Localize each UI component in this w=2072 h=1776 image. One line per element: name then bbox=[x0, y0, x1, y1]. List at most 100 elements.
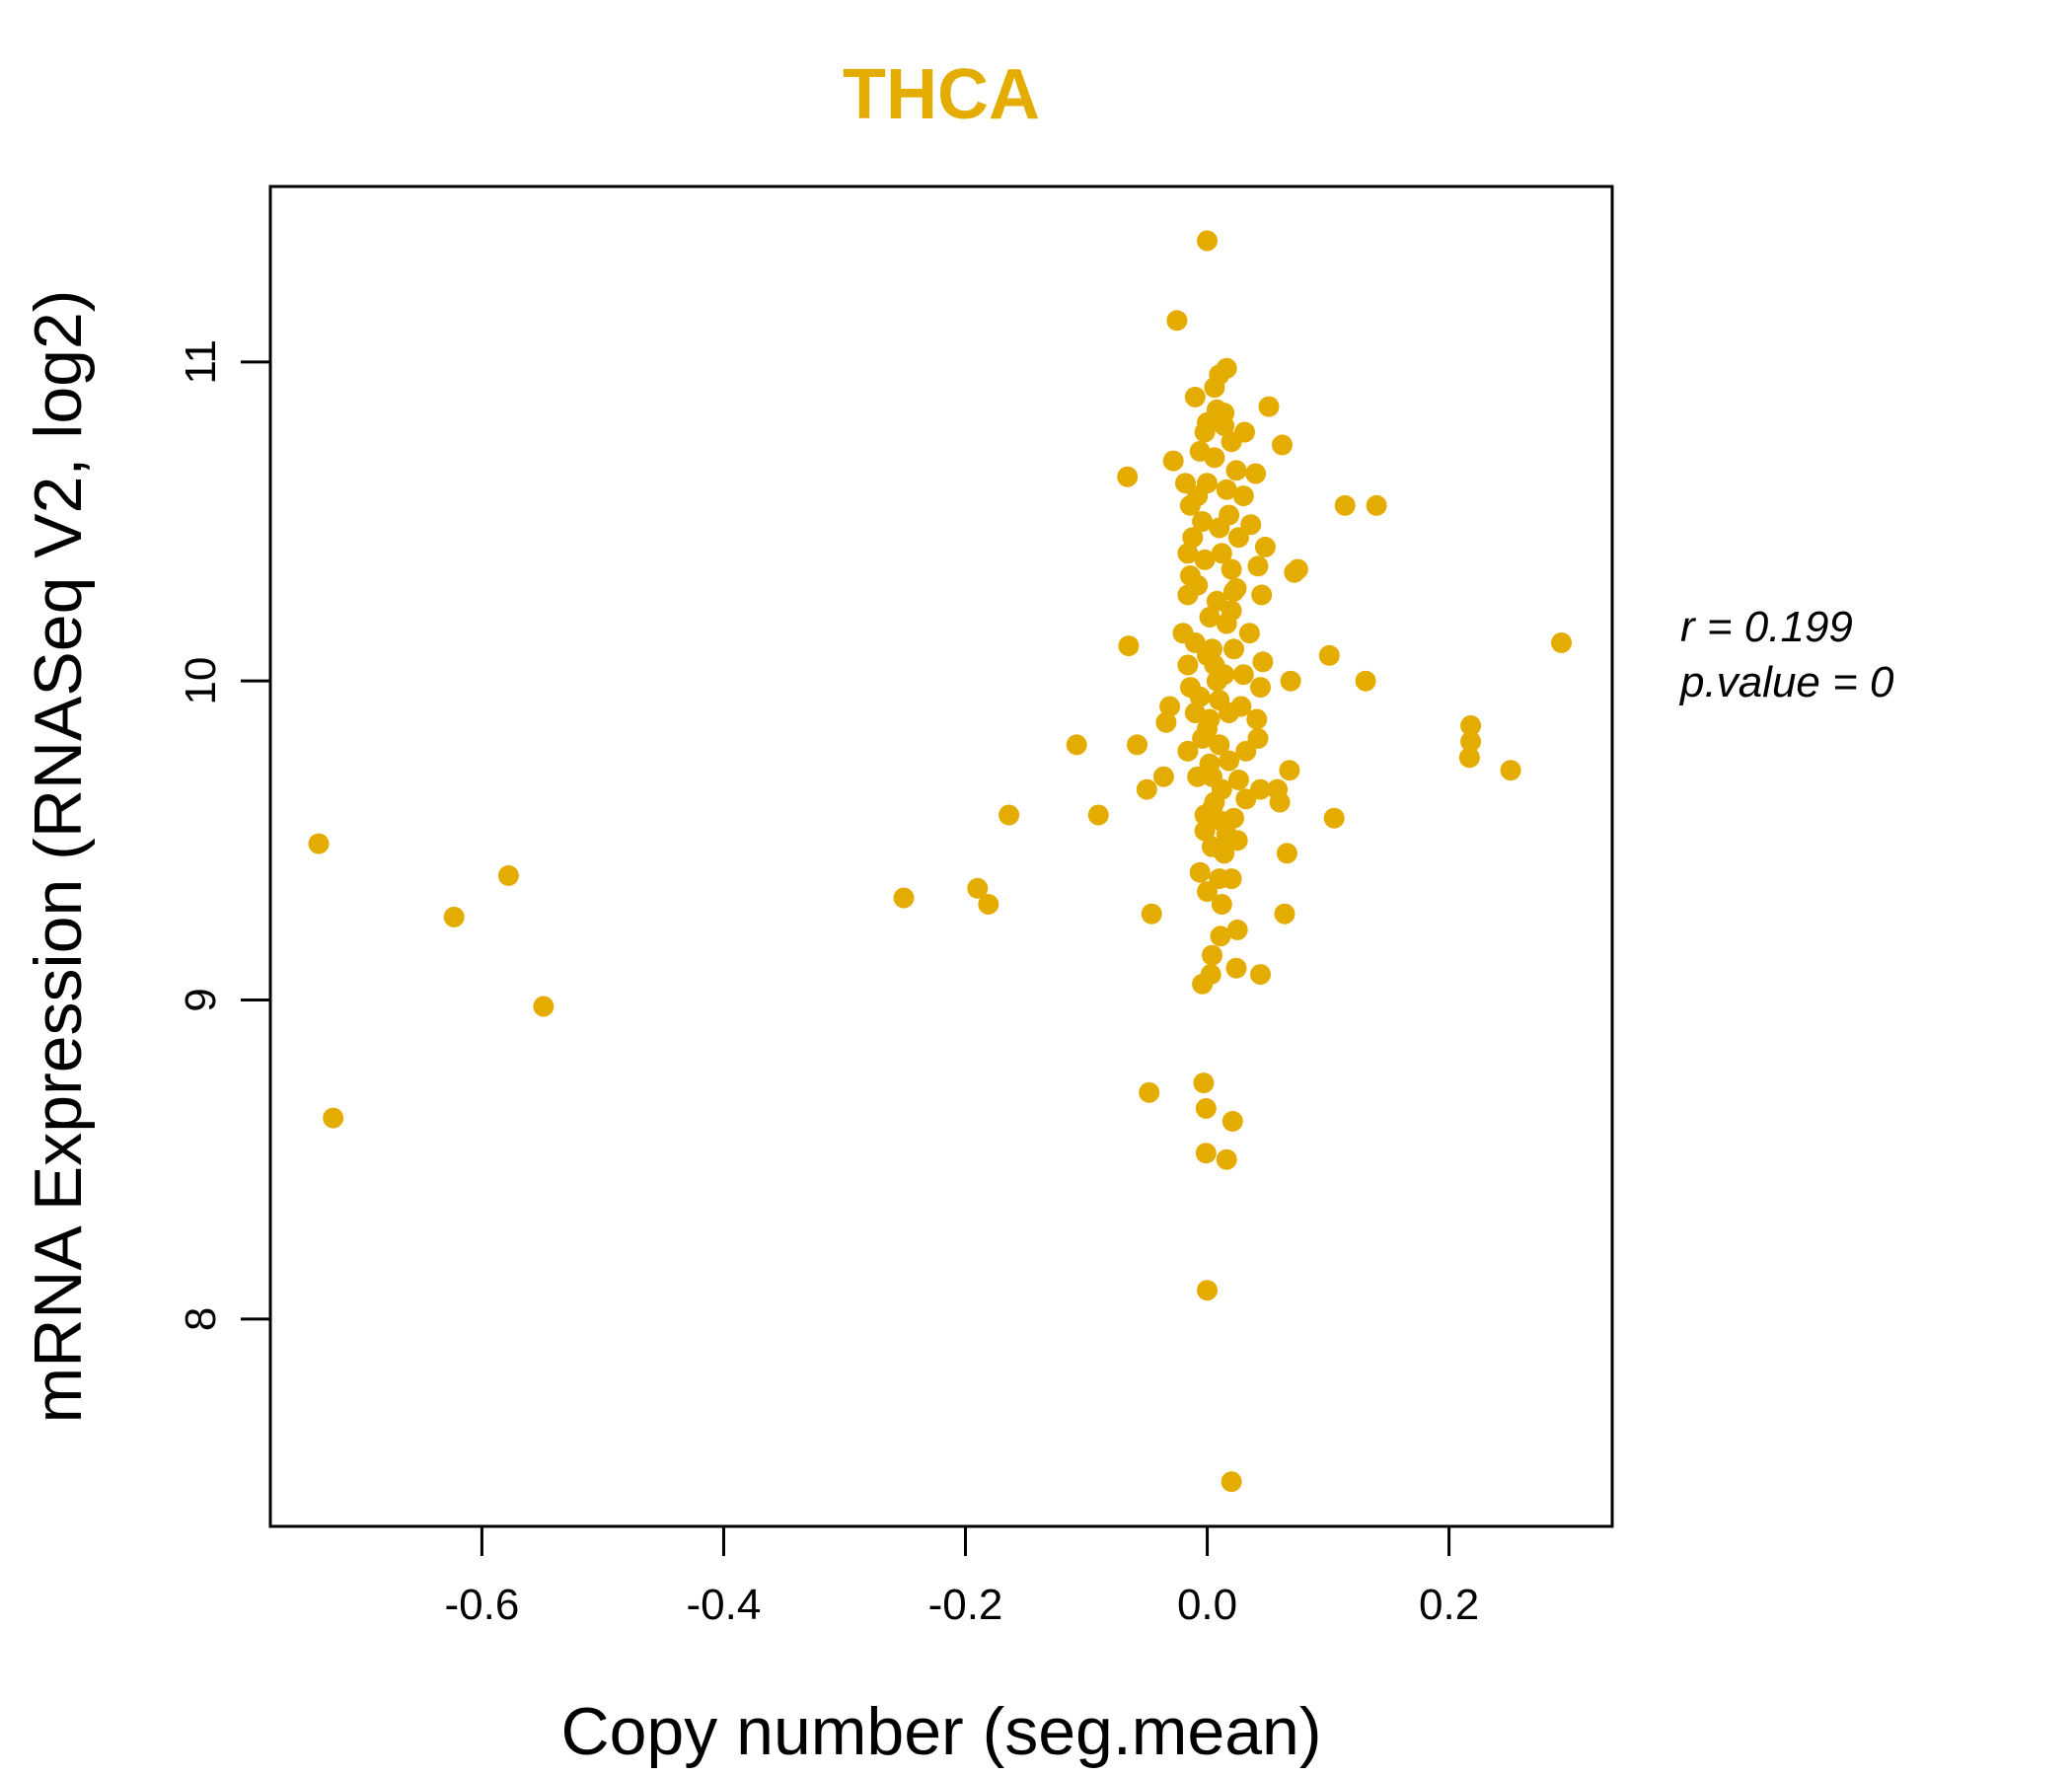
data-point bbox=[1177, 654, 1199, 676]
data-point bbox=[1155, 711, 1177, 733]
y-tick-label: 9 bbox=[177, 988, 225, 1011]
data-point bbox=[1206, 590, 1227, 612]
data-point bbox=[1152, 766, 1174, 787]
data-point bbox=[1460, 731, 1482, 753]
data-point bbox=[1209, 517, 1230, 539]
data-point bbox=[1334, 494, 1356, 516]
data-points bbox=[308, 230, 1572, 1493]
data-point bbox=[1245, 463, 1267, 484]
data-point bbox=[1117, 466, 1139, 487]
x-tick-label: 0.0 bbox=[1177, 1581, 1237, 1629]
data-point bbox=[1216, 479, 1237, 500]
data-point bbox=[1226, 830, 1248, 851]
y-tick-label: 8 bbox=[177, 1307, 225, 1331]
data-point bbox=[1192, 511, 1214, 532]
data-point bbox=[1204, 447, 1225, 469]
p-value-label: p.value = 0 bbox=[1678, 658, 1894, 706]
data-point bbox=[1219, 750, 1240, 772]
data-point bbox=[1232, 485, 1254, 507]
data-point bbox=[1127, 734, 1147, 756]
data-point bbox=[1221, 431, 1242, 453]
chart-title: THCA bbox=[843, 55, 1040, 134]
data-point bbox=[1195, 1097, 1217, 1119]
data-point bbox=[1206, 399, 1227, 420]
data-point bbox=[1136, 778, 1157, 800]
data-point bbox=[1187, 485, 1209, 507]
data-point bbox=[1194, 421, 1216, 443]
data-point bbox=[1192, 727, 1214, 749]
data-point bbox=[1216, 1148, 1237, 1170]
data-point bbox=[1235, 788, 1257, 810]
data-point bbox=[1211, 894, 1232, 915]
data-point bbox=[1216, 613, 1237, 634]
data-point bbox=[1323, 807, 1345, 829]
y-axis: 8 9 10 11 bbox=[177, 339, 270, 1331]
data-point bbox=[1458, 747, 1480, 769]
data-point bbox=[1223, 638, 1244, 660]
data-point bbox=[1258, 396, 1280, 417]
data-point bbox=[533, 996, 555, 1017]
data-point bbox=[1235, 740, 1257, 762]
data-point bbox=[323, 1107, 344, 1129]
data-point bbox=[1189, 861, 1211, 883]
y-tick-label: 11 bbox=[177, 339, 225, 385]
data-point bbox=[1159, 696, 1181, 717]
data-point bbox=[1280, 670, 1301, 692]
x-tick-label: -0.4 bbox=[687, 1581, 762, 1629]
data-point bbox=[978, 894, 999, 915]
data-point bbox=[1139, 1081, 1160, 1103]
data-point bbox=[1210, 925, 1231, 947]
data-point bbox=[1551, 631, 1572, 653]
data-point bbox=[1500, 760, 1521, 781]
data-point bbox=[1226, 919, 1248, 940]
data-point bbox=[1214, 664, 1235, 686]
data-point bbox=[1209, 734, 1230, 756]
data-point bbox=[1460, 714, 1482, 736]
data-point bbox=[1182, 527, 1204, 549]
data-point bbox=[1232, 664, 1254, 686]
correlation-label: r = 0.199 bbox=[1680, 603, 1853, 651]
data-point bbox=[1211, 778, 1232, 800]
data-point bbox=[1177, 543, 1199, 564]
data-point bbox=[893, 887, 915, 909]
data-point bbox=[1197, 230, 1218, 252]
data-point bbox=[1211, 543, 1232, 564]
data-point bbox=[1066, 734, 1087, 756]
data-point bbox=[1211, 810, 1232, 832]
data-point bbox=[1177, 740, 1199, 762]
data-point bbox=[1189, 686, 1211, 707]
y-tick-label: 10 bbox=[177, 657, 225, 705]
data-point bbox=[1197, 1280, 1218, 1301]
data-point bbox=[1250, 964, 1271, 986]
data-point bbox=[1267, 778, 1289, 800]
data-point bbox=[1193, 1073, 1215, 1094]
data-point bbox=[1251, 584, 1273, 606]
data-point bbox=[1194, 549, 1216, 570]
plot-frame bbox=[268, 185, 1614, 1528]
data-point bbox=[1194, 820, 1216, 842]
data-point bbox=[1221, 868, 1242, 890]
data-point bbox=[1254, 536, 1276, 557]
data-point bbox=[1227, 527, 1249, 549]
data-point bbox=[1221, 558, 1242, 580]
data-point bbox=[1221, 1471, 1242, 1493]
data-point bbox=[1162, 450, 1184, 472]
data-point bbox=[1166, 310, 1188, 332]
data-point bbox=[1252, 651, 1274, 673]
data-point bbox=[1195, 1143, 1217, 1164]
y-axis-title: mRNA Expression (RNASeq V2, log2) bbox=[21, 290, 96, 1424]
x-tick-label: -0.2 bbox=[928, 1581, 1003, 1629]
data-point bbox=[967, 877, 989, 899]
data-point bbox=[1225, 957, 1247, 979]
x-tick-label: 0.2 bbox=[1419, 1581, 1479, 1629]
data-point bbox=[1274, 903, 1295, 925]
data-point bbox=[999, 804, 1020, 826]
data-point bbox=[1272, 434, 1293, 456]
data-point bbox=[1225, 460, 1247, 481]
data-point bbox=[1279, 760, 1300, 781]
data-point bbox=[1204, 377, 1225, 399]
data-point bbox=[1366, 494, 1387, 516]
data-point bbox=[1118, 635, 1140, 657]
data-point bbox=[1202, 944, 1222, 966]
